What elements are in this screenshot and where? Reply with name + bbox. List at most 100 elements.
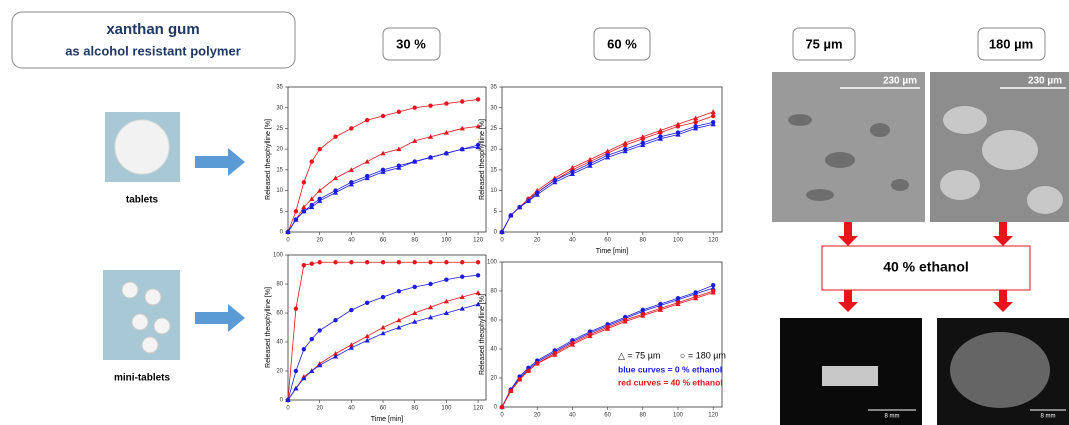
sample-label: tablets bbox=[126, 195, 159, 206]
x-tick-label: 20 bbox=[534, 413, 541, 419]
plot-frame bbox=[501, 261, 723, 408]
column-box bbox=[382, 27, 441, 61]
y-tick-label: 20 bbox=[276, 147, 283, 153]
y-axis-label: Released theophylline [%] bbox=[479, 294, 486, 375]
column-label: 60 % bbox=[607, 36, 637, 51]
series-line bbox=[287, 125, 479, 233]
marker bbox=[348, 342, 354, 347]
y-tick-label: 35 bbox=[490, 85, 497, 91]
marker bbox=[534, 360, 540, 366]
marker bbox=[396, 317, 402, 323]
marker bbox=[380, 260, 386, 265]
minitablets bbox=[121, 281, 171, 354]
y-tick-label: 80 bbox=[276, 282, 283, 288]
marker bbox=[380, 169, 386, 174]
marker bbox=[693, 291, 699, 296]
y-tick-label: 80 bbox=[490, 289, 497, 295]
tablet bbox=[114, 119, 170, 175]
x-tick-label: 60 bbox=[604, 413, 611, 419]
x-tick-label: 100 bbox=[673, 413, 684, 419]
marker bbox=[508, 212, 514, 218]
marker bbox=[444, 260, 449, 265]
y-tick-label: 0 bbox=[280, 398, 284, 404]
y-axis-label: Released theophylline [%] bbox=[479, 119, 486, 200]
treatment-box bbox=[821, 245, 1031, 291]
marker bbox=[285, 397, 291, 402]
marker bbox=[333, 318, 338, 323]
marker bbox=[309, 368, 315, 373]
arrow bbox=[993, 222, 1013, 246]
marker bbox=[412, 138, 418, 143]
series-line bbox=[287, 303, 479, 401]
marker bbox=[380, 330, 386, 336]
y-tick-label: 35 bbox=[276, 85, 283, 91]
marker bbox=[475, 273, 481, 278]
marker bbox=[640, 136, 645, 141]
x-tick-label: 120 bbox=[473, 406, 484, 412]
marker bbox=[475, 97, 481, 102]
y-tick-label: 20 bbox=[490, 376, 497, 382]
annotation: △ = 75 µm bbox=[618, 350, 660, 360]
column-label: 180 µm bbox=[989, 36, 1033, 51]
marker bbox=[658, 130, 663, 135]
plot-frame bbox=[287, 254, 487, 401]
marker bbox=[396, 289, 402, 294]
marker bbox=[301, 375, 307, 381]
subtitle: as alcohol resistant polymer bbox=[65, 43, 241, 58]
marker bbox=[301, 262, 307, 268]
marker bbox=[444, 277, 449, 282]
intact-tablet bbox=[822, 366, 878, 386]
scale-label: 8 mm bbox=[885, 414, 900, 420]
marker bbox=[710, 285, 716, 291]
marker bbox=[444, 101, 449, 106]
marker bbox=[380, 150, 386, 156]
marker bbox=[427, 314, 434, 320]
x-tick-label: 100 bbox=[673, 238, 684, 244]
marker bbox=[293, 306, 299, 311]
x-tick-label: 80 bbox=[411, 238, 418, 244]
scale-label: 230 µm bbox=[883, 76, 917, 87]
y-tick-label: 10 bbox=[490, 188, 497, 194]
y-tick-label: 15 bbox=[276, 167, 283, 173]
marker bbox=[693, 125, 699, 131]
x-tick-label: 120 bbox=[473, 238, 484, 244]
scale-label: 230 µm bbox=[1028, 76, 1062, 87]
y-tick-label: 100 bbox=[487, 260, 498, 266]
marker bbox=[365, 260, 370, 265]
arrow bbox=[838, 290, 858, 312]
x-tick-label: 0 bbox=[286, 238, 290, 244]
marker bbox=[710, 121, 716, 127]
swollen-tablet bbox=[950, 332, 1050, 408]
marker bbox=[675, 297, 681, 302]
x-tick-label: 40 bbox=[348, 406, 355, 412]
marker bbox=[499, 229, 505, 234]
marker bbox=[711, 283, 716, 288]
marker bbox=[475, 144, 481, 150]
marker bbox=[443, 129, 449, 135]
marker bbox=[640, 313, 646, 318]
marker bbox=[460, 274, 465, 279]
marker bbox=[569, 171, 575, 176]
sem-image bbox=[772, 72, 925, 222]
marker bbox=[309, 204, 315, 210]
y-tick-label: 20 bbox=[276, 369, 283, 375]
marker bbox=[309, 261, 314, 266]
treatment-label: 40 % ethanol bbox=[883, 259, 969, 275]
marker bbox=[380, 294, 386, 300]
marker bbox=[552, 179, 558, 185]
series-line bbox=[501, 287, 714, 408]
marker bbox=[525, 198, 531, 203]
y-tick-label: 5 bbox=[280, 209, 284, 215]
marker bbox=[428, 281, 433, 287]
marker bbox=[349, 126, 354, 131]
marker bbox=[693, 120, 698, 125]
arrow bbox=[195, 304, 245, 332]
marker bbox=[364, 175, 370, 181]
x-tick-label: 40 bbox=[569, 413, 576, 419]
marker bbox=[569, 342, 575, 347]
x-tick-label: 0 bbox=[286, 406, 290, 412]
y-tick-label: 5 bbox=[494, 209, 498, 215]
marker bbox=[427, 154, 434, 160]
arrow bbox=[195, 148, 245, 176]
